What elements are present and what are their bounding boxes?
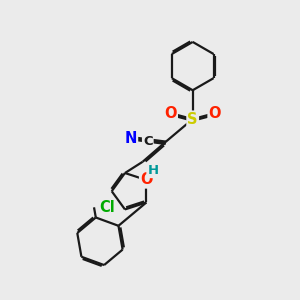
Text: Cl: Cl [99, 200, 115, 215]
Text: S: S [188, 112, 198, 127]
Text: N: N [125, 131, 137, 146]
Text: O: O [208, 106, 221, 121]
Text: H: H [147, 164, 158, 177]
Text: O: O [140, 172, 153, 188]
Text: O: O [164, 106, 177, 121]
Text: C: C [143, 135, 153, 148]
